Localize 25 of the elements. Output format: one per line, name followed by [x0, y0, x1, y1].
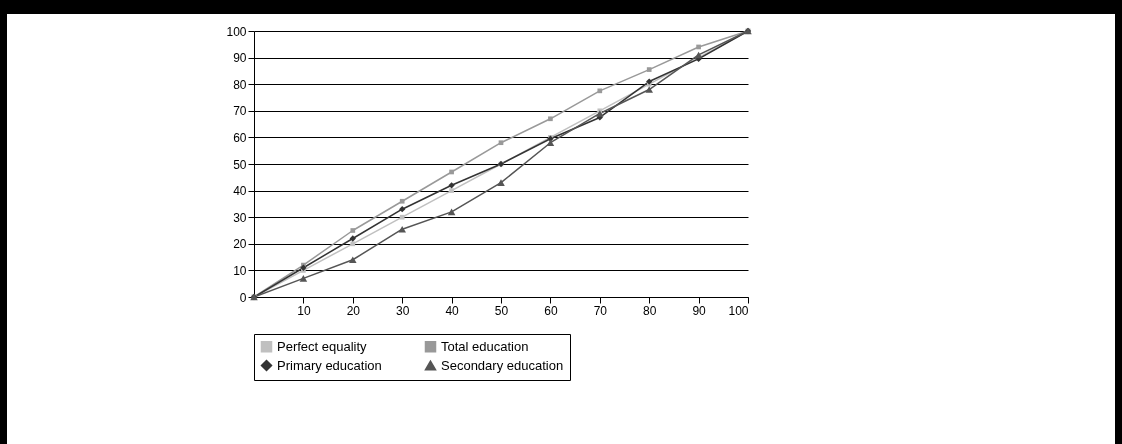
- legend-label: Total education: [441, 338, 529, 354]
- x-tick-label: 60: [544, 303, 558, 318]
- legend-label: Primary education: [277, 357, 382, 373]
- y-tick-label: 50: [233, 157, 247, 172]
- x-tick-label: 100: [728, 303, 749, 318]
- y-tick-label: 30: [233, 210, 247, 225]
- y-tick-label: 60: [233, 130, 247, 145]
- x-tick-label: 20: [346, 303, 361, 318]
- legend-label: Secondary education: [441, 357, 564, 373]
- x-tick-label: 80: [643, 303, 657, 318]
- y-tick-label: 20: [233, 237, 247, 252]
- x-tick-label: 70: [593, 303, 608, 318]
- y-tick-label: 70: [233, 104, 247, 119]
- x-tick-label: 50: [494, 303, 509, 318]
- legend-label: Perfect equality: [277, 338, 368, 354]
- y-tick-label: 80: [233, 77, 247, 92]
- y-tick-label: 0: [239, 290, 247, 305]
- x-tick-label: 40: [445, 303, 460, 318]
- y-tick-label: 100: [226, 24, 247, 39]
- y-tick-label: 40: [233, 184, 247, 199]
- y-tick-label: 10: [233, 263, 247, 278]
- y-tick-label: 90: [233, 51, 247, 66]
- x-tick-label: 90: [692, 303, 707, 318]
- x-tick-label: 10: [297, 303, 311, 318]
- x-tick-label: 30: [396, 303, 410, 318]
